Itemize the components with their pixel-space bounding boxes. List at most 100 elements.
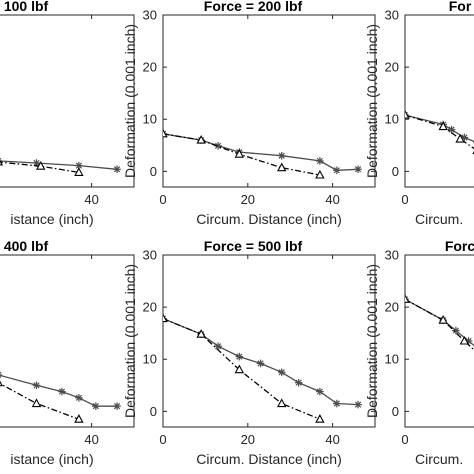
triangle-point bbox=[163, 313, 168, 323]
x-tick-label: 0 bbox=[159, 432, 166, 447]
star-point bbox=[256, 359, 265, 368]
series-line-triangle bbox=[405, 298, 474, 351]
y-tick-label: 30 bbox=[385, 248, 399, 263]
axes-box bbox=[0, 14, 135, 188]
star-point bbox=[75, 161, 83, 170]
triangle-point bbox=[196, 329, 206, 338]
chart-title: = 400 lbf bbox=[0, 238, 49, 254]
y-tick-label: 20 bbox=[385, 60, 399, 75]
x-tick-label: 0 bbox=[159, 192, 166, 207]
star-point bbox=[294, 378, 303, 387]
y-tick-label: 10 bbox=[385, 352, 399, 367]
y-tick-label: 0 bbox=[392, 404, 399, 419]
star-point bbox=[277, 151, 286, 160]
axes-box bbox=[0, 254, 135, 428]
y-axis-label: Deformation (0.001 inch) bbox=[364, 24, 380, 178]
triangle-point bbox=[196, 134, 206, 144]
y-tick-label: 20 bbox=[385, 300, 399, 315]
star-point bbox=[333, 399, 341, 408]
y-tick-label: 20 bbox=[143, 300, 157, 315]
y-tick-label: 30 bbox=[385, 8, 399, 23]
star-point bbox=[354, 165, 362, 174]
chart-title: Force = 500 lbf bbox=[204, 238, 303, 254]
star-point bbox=[235, 352, 244, 361]
triangle-point bbox=[315, 414, 325, 423]
triangle-point bbox=[163, 128, 168, 138]
triangle-point bbox=[74, 414, 84, 423]
triangle-point bbox=[234, 149, 245, 158]
triangle-point bbox=[315, 169, 325, 179]
star-point bbox=[92, 402, 100, 410]
star-point bbox=[58, 387, 66, 396]
x-axis-label: Circum. bbox=[415, 211, 463, 227]
x-tick-label: 40 bbox=[325, 432, 339, 447]
x-axis-label: Circum. bbox=[415, 451, 463, 467]
y-tick-label: 30 bbox=[143, 8, 157, 23]
subplot-5: Force = 500 lbf 0 10 20 30 0 20 40 Circum. Dista… bbox=[122, 238, 376, 467]
triangle-point bbox=[276, 162, 287, 172]
star-point bbox=[0, 371, 3, 378]
star-point bbox=[277, 368, 286, 377]
y-axis-label: Deformation (0.001 inch) bbox=[122, 24, 138, 178]
star-point bbox=[32, 381, 41, 390]
x-axis-label: istance (inch) bbox=[10, 211, 93, 227]
y-axis-label: Deformation (0.001 inch) bbox=[364, 264, 380, 418]
series-line-star bbox=[0, 374, 117, 407]
x-tick-label: 40 bbox=[325, 192, 339, 207]
y-axis-label: Deformation (0.001 inch) bbox=[122, 264, 138, 418]
x-tick-label: 0 bbox=[401, 192, 408, 207]
star-point bbox=[333, 166, 341, 175]
x-axis-label: Circum. Distance (inch) bbox=[196, 451, 341, 467]
triangle-point bbox=[405, 294, 410, 303]
subplot-6: Forc 0 10 20 30 0 Circum. Deformation (0.001 in… bbox=[364, 238, 474, 467]
axes-box bbox=[162, 254, 376, 428]
y-tick-label: 10 bbox=[385, 112, 399, 127]
axes-box bbox=[162, 14, 376, 188]
triangle-point bbox=[74, 167, 84, 176]
star-point bbox=[354, 400, 362, 409]
subplot-1: = 100 lbf 40 istance (inch) bbox=[0, 0, 135, 227]
triangle-point bbox=[438, 121, 448, 131]
triangle-point bbox=[455, 133, 465, 143]
subplot-3: For 0 10 20 30 0 Circum. Deformation (0.001 inc… bbox=[364, 0, 474, 227]
y-tick-label: 10 bbox=[143, 352, 157, 367]
x-axis-label: istance (inch) bbox=[10, 451, 93, 467]
star-point bbox=[452, 326, 460, 335]
x-tick-label: 40 bbox=[84, 192, 98, 207]
triangle-point bbox=[35, 160, 46, 170]
y-tick-label: 20 bbox=[143, 60, 157, 75]
triangle-point bbox=[234, 364, 245, 374]
triangle-point bbox=[276, 398, 287, 408]
series-line-star bbox=[405, 298, 474, 347]
series-line-star bbox=[405, 114, 474, 143]
series-line-star bbox=[163, 317, 359, 406]
x-tick-label: 20 bbox=[241, 192, 255, 207]
star-point bbox=[113, 402, 121, 410]
triangle-point bbox=[31, 398, 42, 408]
triangle-point bbox=[459, 335, 470, 345]
axes-box bbox=[404, 14, 474, 188]
triangle-point bbox=[0, 159, 4, 166]
y-tick-label: 0 bbox=[150, 164, 157, 179]
y-tick-label: 10 bbox=[143, 112, 157, 127]
subplot-4: = 400 lbf 40 istance (inch) bbox=[0, 238, 135, 467]
subplot-2: Force = 200 lbf 0 10 20 30 0 20 40 Circum. Dista… bbox=[122, 0, 376, 227]
star-point bbox=[316, 157, 324, 165]
chart-title: For bbox=[449, 0, 472, 14]
y-tick-label: 0 bbox=[392, 164, 399, 179]
series-line-triangle bbox=[405, 114, 474, 150]
star-point bbox=[316, 387, 324, 396]
y-tick-label: 0 bbox=[150, 404, 157, 419]
chart-title: Force = 200 lbf bbox=[204, 0, 303, 14]
chart-title: Forc bbox=[445, 238, 474, 254]
star-point bbox=[113, 165, 121, 174]
triangle-point bbox=[438, 314, 448, 324]
x-tick-label: 0 bbox=[401, 432, 408, 447]
x-tick-label: 20 bbox=[241, 432, 255, 447]
chart-title: = 100 lbf bbox=[0, 0, 49, 14]
star-point bbox=[214, 342, 222, 351]
x-axis-label: Circum. Distance (inch) bbox=[196, 211, 341, 227]
x-tick-label: 40 bbox=[84, 432, 98, 447]
